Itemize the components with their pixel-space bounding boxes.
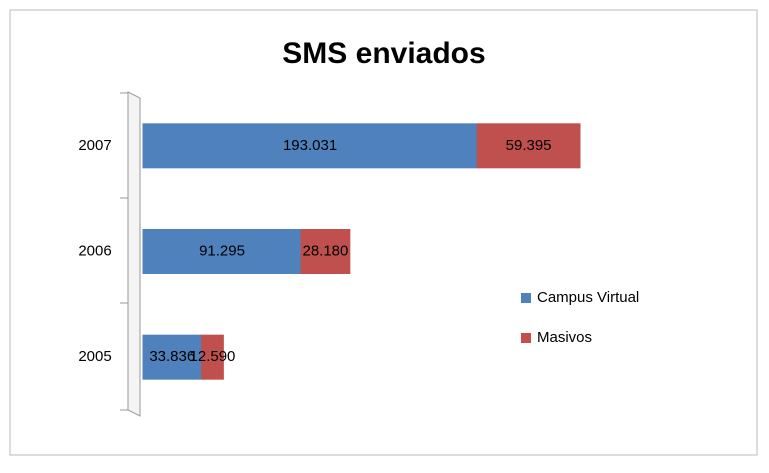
- legend-label: Masivos: [537, 329, 592, 346]
- y-tick-label: 2006: [78, 242, 111, 259]
- legend-label: Campus Virtual: [537, 289, 639, 306]
- legend-swatch: [521, 333, 531, 343]
- data-label: 91.295: [199, 242, 245, 259]
- data-label: 12.590: [190, 348, 236, 365]
- data-label: 33.836: [149, 348, 195, 365]
- legend-swatch: [521, 293, 531, 303]
- bar-segment: [201, 334, 224, 380]
- data-label: 193.031: [283, 137, 337, 154]
- chart-frame: [9, 9, 758, 456]
- bar-segment: [476, 123, 581, 169]
- y-tick-label: 2007: [78, 137, 111, 154]
- data-label: 28.180: [302, 242, 348, 259]
- y-axis: [120, 91, 141, 417]
- data-label: 59.395: [506, 137, 552, 154]
- bar-segment: [300, 229, 351, 274]
- axis-wall: [127, 91, 141, 417]
- y-tick-label: 2005: [78, 348, 111, 365]
- chart-title: SMS enviados: [282, 37, 485, 70]
- bar-segment: [142, 123, 478, 169]
